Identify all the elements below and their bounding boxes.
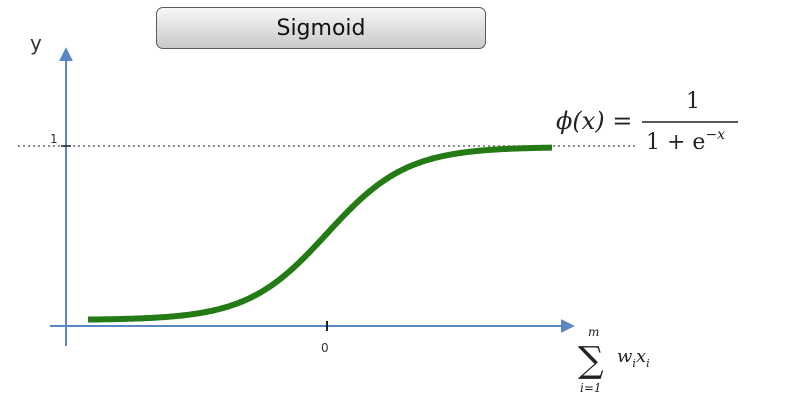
sum-w: w [617, 346, 633, 367]
sum-term: wixi [617, 346, 650, 370]
sum-upper: m [588, 325, 599, 339]
formula-denominator-base: 1 + e [646, 130, 705, 155]
sum-w-sub: i [632, 357, 636, 370]
sum-symbol: ∑ [578, 340, 604, 381]
sum-lower: i=1 [580, 381, 602, 395]
title-box: Sigmoid [156, 7, 486, 49]
sum-x: x [636, 346, 646, 367]
formula-numerator: 1 [686, 89, 700, 114]
one-label: 1 [50, 132, 58, 146]
sum-x-sub: i [646, 357, 650, 370]
zero-label: 0 [321, 341, 329, 355]
title-text: Sigmoid [276, 15, 366, 41]
formula-denominator-exp: −x [705, 127, 725, 143]
formula-lhs: ϕ(x) = [556, 107, 632, 135]
formula-denominator: 1 + e−x [646, 127, 725, 155]
y-axis-label: y [30, 31, 42, 55]
sigmoid-curve [87, 144, 553, 323]
